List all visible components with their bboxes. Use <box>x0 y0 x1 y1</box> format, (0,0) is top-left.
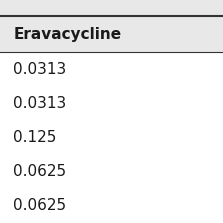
Text: 0.0313: 0.0313 <box>13 96 67 111</box>
Bar <box>0 52 223 87</box>
Bar <box>0 121 223 155</box>
Text: 0.0313: 0.0313 <box>13 62 67 77</box>
Bar <box>0 87 223 121</box>
Bar <box>0 189 223 223</box>
Bar <box>0 155 223 189</box>
Bar <box>0 0 223 16</box>
Text: 0.125: 0.125 <box>13 130 57 145</box>
Text: Eravacycline: Eravacycline <box>13 27 122 41</box>
Bar <box>0 16 223 52</box>
Text: 0.0625: 0.0625 <box>13 198 66 213</box>
Text: 0.0625: 0.0625 <box>13 164 66 179</box>
